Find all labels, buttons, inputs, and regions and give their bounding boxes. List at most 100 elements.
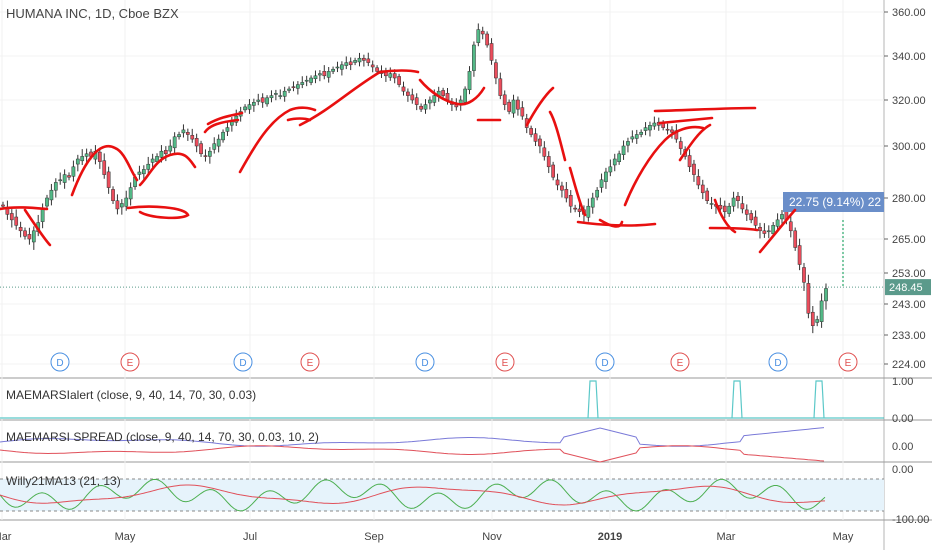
annotation-stroke — [23, 208, 52, 247]
candle-body — [208, 150, 212, 157]
candle-body — [146, 163, 151, 170]
candle-body — [9, 213, 14, 221]
candle-body — [498, 78, 503, 96]
event-marker-D — [415, 352, 435, 372]
candle-body — [31, 230, 36, 243]
candle-body — [243, 106, 247, 111]
candle-body — [771, 225, 776, 234]
annotation-stroke — [708, 226, 759, 232]
candle-body — [392, 73, 397, 79]
candle-body — [370, 64, 375, 68]
annotation-stroke — [70, 145, 139, 197]
candle-body — [1, 204, 5, 207]
candle-body — [375, 67, 379, 72]
candle-body — [23, 230, 27, 237]
annotation-stroke — [653, 106, 757, 113]
panel1-tick: 1.00 — [892, 376, 913, 388]
annotation-stroke — [286, 117, 312, 122]
candle-body — [485, 33, 489, 46]
x-tick-label: May — [833, 531, 854, 543]
candle-body — [102, 160, 107, 175]
candle-body — [14, 216, 19, 226]
candle-body — [194, 138, 199, 147]
candle-body — [296, 84, 300, 89]
panel1-tick: 0.00 — [892, 413, 913, 425]
candle-body — [252, 102, 256, 106]
candle-body — [304, 79, 309, 82]
candle-body — [326, 71, 331, 78]
candle-body — [344, 62, 349, 66]
annotations: 22.75 (9.14%) 22 D E D E D E D E D E — [0, 69, 884, 372]
candle-body — [516, 99, 520, 110]
annotation-stroke — [568, 166, 587, 217]
candle-body — [137, 171, 142, 175]
annotation-stroke — [206, 111, 244, 126]
candle-body — [810, 311, 815, 326]
price-tick-label: 265.00 — [892, 234, 926, 246]
candle-body — [388, 73, 393, 78]
candle-body — [630, 136, 635, 140]
candle-body — [463, 88, 467, 103]
candle-body — [780, 214, 784, 220]
willy-line-green — [0, 478, 826, 512]
annotation-stroke — [298, 69, 420, 127]
candle-body — [727, 205, 732, 214]
candle-body — [802, 267, 806, 283]
candle-body — [278, 95, 283, 97]
candle-body — [753, 216, 758, 226]
candle-body — [128, 187, 133, 200]
candle-body — [203, 155, 208, 157]
candle-body — [511, 99, 516, 114]
candle-body — [150, 158, 155, 163]
candle-body — [815, 319, 820, 323]
candle-body — [53, 182, 58, 191]
event-marker-D — [233, 352, 253, 372]
candle-body — [502, 94, 507, 105]
candle-body — [529, 128, 533, 135]
event-label: E — [307, 358, 314, 369]
annotation-stroke — [598, 218, 624, 228]
x-tick-label: Nov — [482, 531, 502, 543]
annotation-stroke — [0, 206, 49, 211]
candle-body — [115, 200, 120, 210]
candle-body — [520, 107, 525, 117]
event-marker-E — [300, 352, 320, 372]
panel3-label: Willy21MA13 (21, 13) — [6, 474, 121, 488]
event-marker-D — [768, 352, 788, 372]
annotation-stroke — [138, 152, 197, 187]
chart-title: HUMANA INC, 1D, Cboe BZX — [6, 6, 179, 21]
candle-body — [577, 208, 582, 212]
spread-line-red — [0, 445, 825, 463]
candle-body — [282, 90, 287, 97]
candle-body — [322, 71, 327, 77]
event-label: D — [601, 358, 608, 369]
annotation-stroke — [623, 125, 705, 207]
candle-body — [106, 171, 111, 188]
candle-body — [643, 127, 648, 131]
candle-body — [419, 105, 423, 110]
candle-body — [269, 95, 274, 99]
candle-body — [291, 86, 296, 88]
event-label: E — [502, 358, 509, 369]
annotation-stroke — [576, 220, 657, 227]
candle-body — [177, 134, 181, 138]
panel2-label: MAEMARSI SPREAD (close, 9, 40, 14, 70, 3… — [6, 430, 319, 444]
annotation-stroke — [203, 118, 240, 134]
candle-body — [489, 43, 494, 61]
candles-series — [1, 23, 828, 334]
candle-body — [357, 57, 362, 63]
measure-box — [783, 192, 884, 212]
candle-body — [740, 203, 745, 210]
candle-body — [159, 150, 164, 158]
candle-body — [84, 153, 89, 157]
candle-body — [766, 230, 771, 233]
candle-body — [573, 207, 577, 210]
candle-body — [749, 213, 754, 221]
candle-body — [568, 195, 573, 207]
candle-body — [362, 57, 366, 61]
candle-body — [788, 221, 793, 232]
candle-body — [168, 145, 173, 152]
candle-body — [67, 175, 71, 178]
event-marker-E — [670, 352, 690, 372]
